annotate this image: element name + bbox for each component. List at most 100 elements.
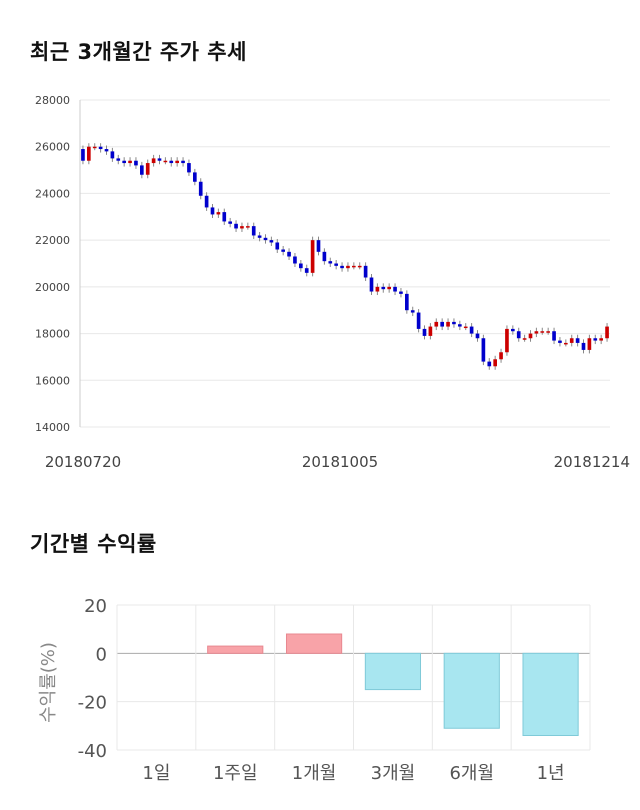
x-tick-label: 1주일 (213, 763, 258, 784)
candle-body (511, 328, 515, 332)
candle-body (110, 151, 115, 159)
x-tick-label: 1일 (142, 763, 170, 784)
candle-body (387, 286, 391, 290)
candle-body (352, 265, 356, 268)
candle-body (481, 338, 486, 362)
candle-body (140, 165, 144, 175)
candle-body (375, 286, 380, 292)
candle-body (104, 149, 109, 152)
return-bar (522, 652, 579, 736)
candle-body (558, 340, 562, 343)
candle-body (145, 163, 150, 175)
candle-body (246, 226, 250, 228)
candle-body (187, 163, 191, 173)
candle-body (334, 263, 338, 266)
candle-body (81, 149, 85, 161)
x-tick-label: 20181214 (554, 453, 630, 471)
y-tick-label: -40 (78, 741, 107, 762)
candle-body (593, 338, 598, 341)
candle-body (287, 251, 291, 257)
return-bar (443, 652, 500, 729)
candle-body (240, 226, 244, 229)
x-tick-label: 6개월 (449, 763, 494, 784)
candle-body (310, 240, 315, 273)
candle-body (251, 226, 256, 236)
candle-body (281, 249, 285, 252)
y-tick-label: 0 (96, 644, 107, 665)
candle-body (369, 277, 374, 292)
candle-body (204, 195, 209, 208)
candle-body (216, 212, 221, 215)
candle-body (469, 326, 474, 334)
candle-body (587, 338, 592, 350)
y-tick-label: -20 (78, 693, 107, 714)
candle-body (393, 286, 397, 292)
y-tick-label: 16000 (35, 374, 70, 387)
candle-body (128, 160, 132, 164)
candle-body (175, 160, 179, 164)
candle-body (428, 326, 433, 336)
candle-body (328, 261, 333, 264)
candle-body (552, 331, 556, 341)
candle-body (416, 312, 421, 329)
candle-body (599, 338, 603, 341)
candle-body (446, 321, 450, 327)
price-trend-title: 최근 3개월간 주가 추세 (30, 40, 247, 64)
candle-body (181, 160, 185, 164)
candle-body (405, 293, 409, 311)
x-tick-label: 1개월 (292, 763, 337, 784)
candle-body (134, 160, 138, 166)
candle-body (540, 331, 545, 333)
candle-body (399, 291, 403, 294)
candle-body (522, 338, 527, 340)
x-tick-label: 3개월 (371, 763, 416, 784)
candle-body (363, 265, 368, 278)
candle-body (316, 240, 321, 252)
y-tick-label: 20000 (35, 281, 70, 294)
candle-body (546, 331, 550, 333)
candle-body (493, 359, 497, 367)
candle-body (458, 324, 462, 327)
candle-body (499, 352, 503, 360)
candle-body (163, 160, 168, 163)
candle-body (269, 240, 274, 243)
x-tick-label: 20180720 (45, 453, 121, 471)
candle-body (575, 338, 580, 343)
candle-body (569, 338, 574, 343)
candle-body (257, 235, 262, 238)
x-tick-label: 20181005 (302, 453, 378, 471)
candle-body (263, 237, 268, 241)
candle-body (410, 310, 415, 313)
candle-body (505, 328, 509, 353)
y-tick-label: 24000 (35, 187, 70, 200)
candle-body (198, 181, 203, 196)
y-tick-label: 18000 (35, 328, 70, 341)
candle-body (157, 158, 162, 161)
candle-body (87, 146, 91, 161)
candle-body (440, 321, 444, 327)
candle-body (228, 221, 232, 224)
candle-body (528, 333, 533, 339)
candle-body (299, 263, 303, 269)
candle-body (92, 146, 97, 149)
candle-body (487, 361, 492, 367)
candle-body (381, 286, 386, 290)
candle-body (275, 242, 280, 250)
candle-body (357, 265, 362, 268)
return-bar (285, 633, 343, 654)
candle-body (516, 331, 521, 339)
candle-body (475, 333, 480, 339)
candle-body (151, 158, 156, 164)
y-axis-label: 수익률(%) (38, 642, 59, 723)
return-bar (364, 652, 422, 691)
y-tick-label: 26000 (35, 141, 70, 154)
candle-body (116, 158, 121, 161)
candle-body (322, 251, 327, 262)
candle-body (222, 212, 227, 222)
y-tick-label: 22000 (35, 234, 70, 247)
x-tick-label: 1년 (537, 763, 565, 784)
candlestick-chart: 14000 16000 18000 20000 22000 24000 26000 28000… (35, 94, 630, 471)
candle-body (463, 326, 468, 329)
candle-body (304, 268, 309, 273)
candle-body (422, 328, 427, 336)
